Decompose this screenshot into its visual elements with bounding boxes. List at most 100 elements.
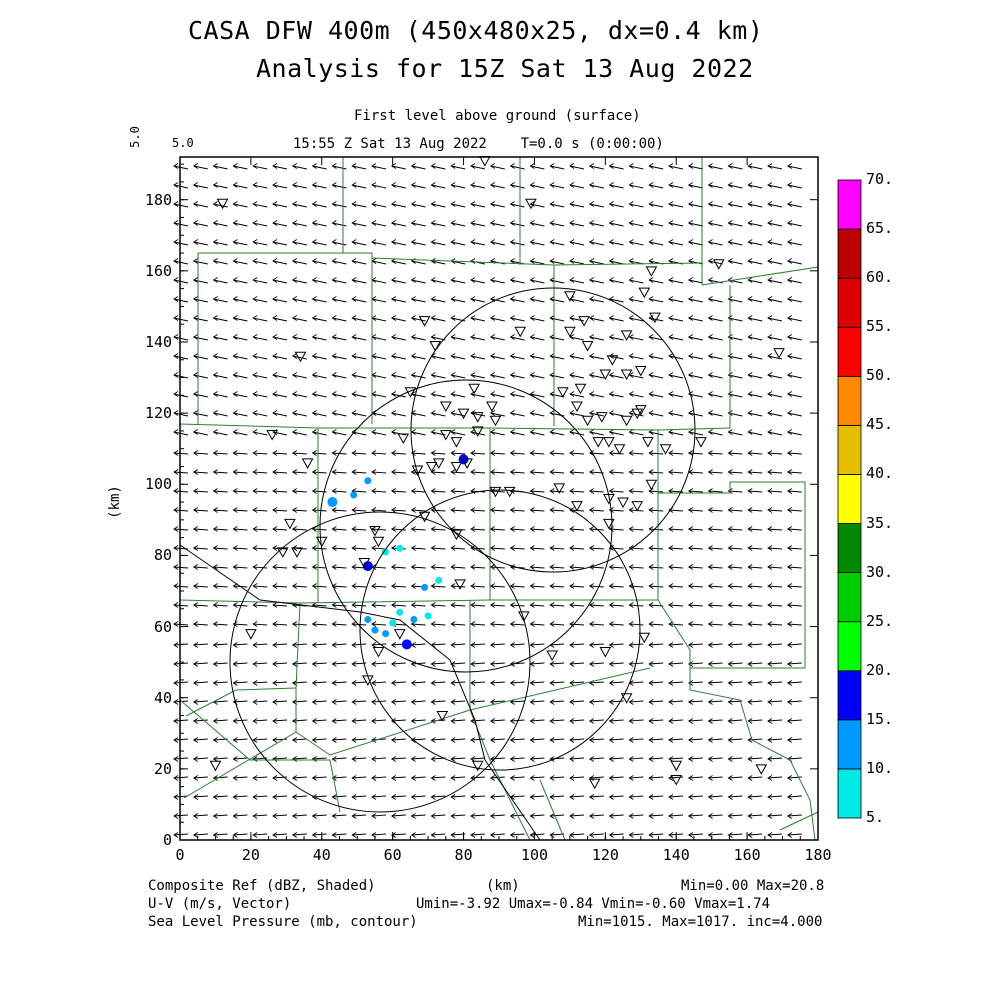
wind-vector (589, 776, 604, 779)
wind-vector-head (390, 813, 397, 819)
wind-vector (332, 279, 347, 284)
wind-vector-head (212, 794, 218, 800)
wind-vector-head (192, 429, 199, 435)
wind-vector-head (430, 680, 436, 686)
wind-vector (708, 222, 723, 227)
radar-ring (229, 511, 531, 813)
wind-vector-head (232, 277, 238, 283)
wind-vector-head (608, 334, 614, 340)
wind-vector-head (470, 583, 476, 589)
wind-vector (470, 566, 486, 569)
wind-vector (510, 776, 525, 779)
station-marker (603, 494, 615, 505)
wind-vector-head (371, 602, 377, 608)
wind-vector (193, 662, 208, 665)
wind-vector-head (707, 602, 713, 608)
wind-vector-head (311, 429, 317, 435)
wind-vector (173, 412, 189, 417)
wind-vector-head (371, 813, 377, 819)
wind-vector-head (747, 315, 753, 321)
colorbar-swatch (837, 424, 862, 475)
wind-vector (253, 431, 268, 436)
wind-vector (767, 298, 783, 303)
wind-vector-head (668, 642, 674, 648)
wind-vector-head (410, 545, 416, 551)
wind-vector (371, 452, 387, 455)
wind-vector (569, 241, 585, 246)
wind-vector (470, 795, 486, 798)
wind-vector (550, 222, 565, 227)
wind-vector-head (747, 391, 753, 397)
wind-vector (173, 260, 189, 265)
wind-vector-head (212, 315, 218, 321)
wind-vector (411, 355, 426, 360)
wind-vector-head (767, 545, 773, 551)
wind-vector (748, 355, 763, 360)
y-tick-label: 120 (145, 404, 173, 423)
wind-vector (193, 393, 208, 398)
wind-vector (589, 355, 604, 360)
wind-vector-head (331, 163, 337, 169)
wind-vector (233, 795, 248, 798)
y-tick-label: 20 (154, 759, 173, 778)
wind-vector (470, 393, 486, 398)
wind-vector-head (786, 718, 793, 724)
wind-vector (668, 509, 684, 512)
wind-vector (569, 643, 585, 646)
wind-vector-head (450, 469, 456, 475)
wind-vector-head (608, 832, 614, 838)
wind-vector (213, 452, 228, 455)
wind-vector-head (212, 602, 218, 608)
wind-vector (431, 393, 446, 398)
wind-vector (173, 738, 189, 741)
wind-vector (391, 700, 406, 703)
wind-vector (530, 795, 545, 798)
wind-vector-head (351, 391, 357, 397)
wind-vector-head (371, 526, 377, 532)
wind-vector-head (311, 239, 317, 245)
wind-vector-head (747, 201, 753, 207)
wind-vector-head (747, 583, 753, 589)
station-marker (634, 365, 647, 377)
wind-vector (431, 528, 446, 531)
wind-vector-head (767, 372, 773, 378)
wind-vector (411, 566, 426, 569)
wind-vector-head (668, 756, 674, 762)
wind-vector-head (509, 642, 515, 648)
wind-vector (272, 471, 288, 474)
wind-vector-head (173, 718, 179, 724)
wind-vector-head (668, 832, 674, 838)
wind-vector (193, 452, 208, 455)
wind-vector (629, 165, 644, 170)
wind-vector (609, 585, 624, 588)
wind-vector-head (331, 794, 337, 800)
wind-vector (332, 471, 347, 474)
wind-vector (213, 509, 228, 512)
wind-vector (787, 184, 802, 189)
wind-vector-head (192, 775, 199, 781)
wind-vector (272, 184, 288, 189)
station-marker (620, 415, 633, 427)
wind-vector-head (192, 201, 199, 207)
station-marker (645, 266, 658, 277)
wind-vector (649, 604, 664, 607)
station-marker (638, 287, 651, 299)
wind-vector-head (687, 813, 694, 819)
wind-vector (550, 833, 565, 836)
wind-vector-head (212, 372, 218, 378)
wind-vector (530, 165, 545, 170)
wind-vector-head (410, 718, 416, 724)
wind-vector (352, 757, 367, 760)
wind-vector-head (430, 391, 436, 397)
colorbar-swatch (837, 375, 862, 426)
wind-vector-head (727, 391, 733, 397)
wind-vector (708, 623, 723, 626)
wind-vector (728, 814, 743, 817)
station-marker (603, 518, 615, 530)
wind-vector-head (371, 621, 377, 627)
echo-cell (362, 561, 373, 572)
footer-stats-3: Min=1015. Max=1017. inc=4.000 (578, 914, 823, 930)
wind-vector (352, 623, 367, 626)
wind-vector-head (390, 832, 397, 838)
wind-vector (490, 757, 505, 760)
